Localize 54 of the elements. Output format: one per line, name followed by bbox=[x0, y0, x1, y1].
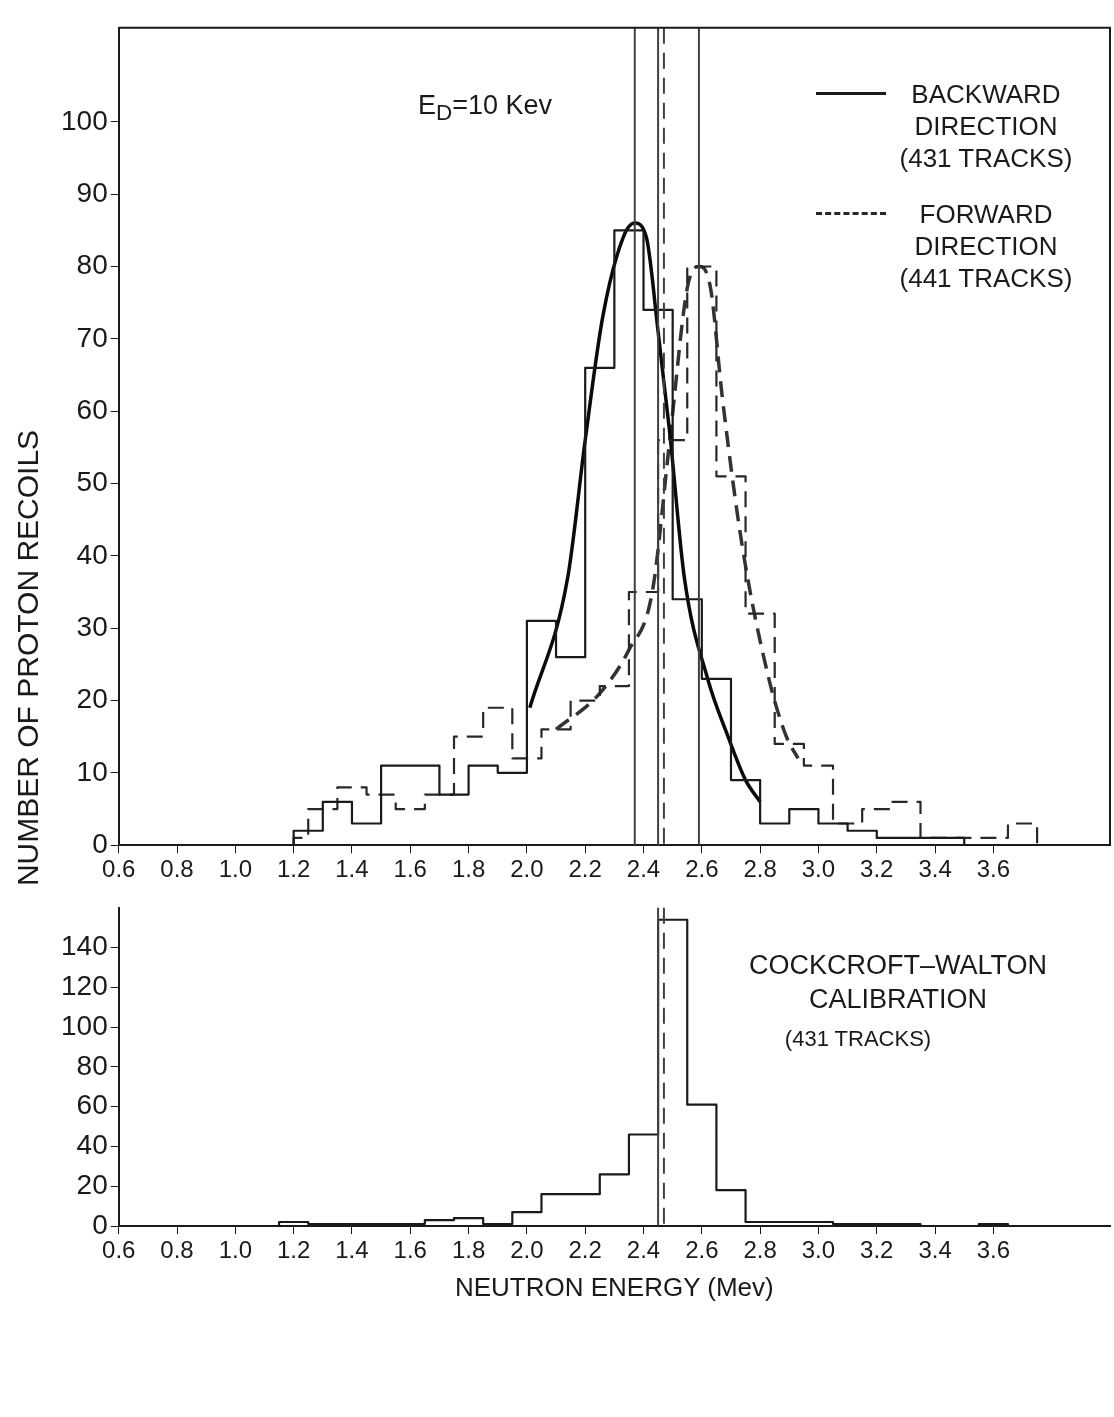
y-tick-label: 90 bbox=[76, 176, 108, 208]
x-tick-label: 3.6 bbox=[976, 855, 1011, 883]
y-tick-label: 120 bbox=[61, 970, 108, 1002]
x-tick-label: 3.0 bbox=[801, 855, 836, 883]
x-tick-label: 3.2 bbox=[860, 855, 894, 883]
y-tick-label: 140 bbox=[61, 930, 108, 962]
y-tick-label: 40 bbox=[76, 1129, 108, 1161]
x-tick-label: 2.2 bbox=[568, 855, 602, 883]
x-tick-label: 2.0 bbox=[510, 1236, 544, 1264]
y-tick-label: 10 bbox=[76, 755, 108, 787]
y-tick-label: 60 bbox=[76, 1089, 108, 1121]
x-tick-label: 0.8 bbox=[160, 855, 194, 883]
y-tick-label: 20 bbox=[76, 683, 108, 715]
x-tick-label: 0.8 bbox=[160, 1236, 194, 1264]
y-tick-label: 60 bbox=[76, 393, 108, 425]
x-tick-label: 3.0 bbox=[801, 1236, 836, 1264]
x-tick-label: 3.6 bbox=[976, 1236, 1011, 1264]
x-tick-label: 3.4 bbox=[918, 855, 952, 883]
x-tick-label: 3.2 bbox=[860, 1236, 894, 1264]
y-tick-label: 80 bbox=[76, 1049, 108, 1081]
y-tick-label: 100 bbox=[61, 1009, 108, 1041]
y-tick-label: 100 bbox=[61, 104, 108, 136]
x-tick-label: 1.4 bbox=[335, 1236, 369, 1264]
x-tick-label: 1.0 bbox=[218, 855, 253, 883]
y-tick-label: 20 bbox=[76, 1168, 108, 1200]
y-tick-label: 30 bbox=[76, 610, 108, 642]
x-tick-label: 1.0 bbox=[218, 1236, 253, 1264]
x-tick-label: 2.8 bbox=[743, 1236, 777, 1264]
x-tick-label: 2.6 bbox=[685, 855, 719, 883]
y-tick-label: 50 bbox=[76, 466, 108, 498]
y-axis-title: NUMBER OF PROTON RECOILS bbox=[11, 429, 45, 887]
annotation: (431 TRACKS) bbox=[783, 1025, 933, 1053]
x-tick-label: 1.2 bbox=[276, 855, 311, 883]
x-tick-label: 1.6 bbox=[393, 855, 427, 883]
x-tick-label: 2.6 bbox=[685, 1236, 719, 1264]
x-tick-label: 1.8 bbox=[451, 855, 486, 883]
y-tick-label: 70 bbox=[76, 321, 108, 353]
x-tick-label: 2.4 bbox=[626, 855, 661, 883]
x-tick-label: 2.4 bbox=[626, 1236, 661, 1264]
x-tick-label: 2.0 bbox=[510, 855, 544, 883]
x-tick-label: 1.6 bbox=[393, 1236, 427, 1264]
annotation: E$_{D}$=10 Kev bbox=[418, 89, 553, 128]
x-tick-label: 2.8 bbox=[743, 855, 777, 883]
annotation: COCKCROFT–WALTON CALIBRATION bbox=[748, 949, 1048, 1016]
x-axis-title: NEUTRON ENERGY (Mev) bbox=[454, 1271, 774, 1302]
y-tick-label: 80 bbox=[76, 249, 108, 281]
y-tick-label: 40 bbox=[76, 538, 108, 570]
x-tick-label: 1.2 bbox=[276, 1236, 311, 1264]
x-tick-label: 1.8 bbox=[451, 1236, 486, 1264]
x-tick-label: 2.2 bbox=[568, 1236, 602, 1264]
legend-label: BACKWARD DIRECTION (431 TRACKS) bbox=[898, 78, 1074, 174]
legend-label: FORWARD DIRECTION (441 TRACKS) bbox=[898, 198, 1074, 294]
x-tick-label: 3.4 bbox=[918, 1236, 952, 1264]
x-tick-label: 1.4 bbox=[335, 855, 369, 883]
